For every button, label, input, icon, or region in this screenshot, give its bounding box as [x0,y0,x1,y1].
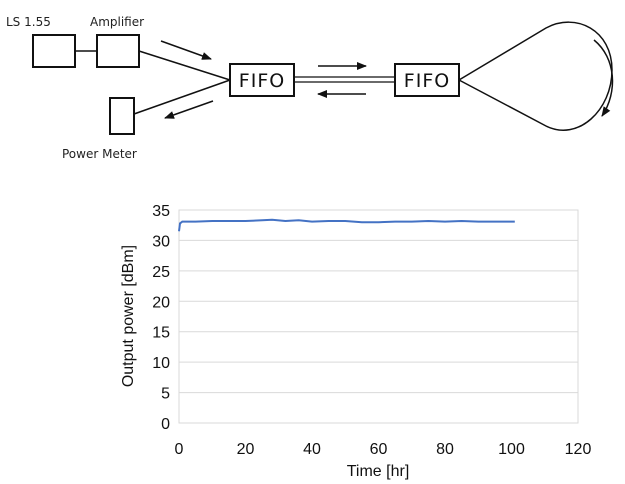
y-tick-label: 10 [152,355,170,372]
gridlines [179,209,578,424]
y-tick-label: 15 [152,325,170,342]
x-tick-label: 100 [498,441,525,458]
x-tick-label: 0 [175,441,184,458]
x-tick-label: 40 [303,441,321,458]
setup-diagram: LS 1.55 Amplifier Power Meter FIFO FIFO [6,15,614,161]
fifo-left-label: FIFO [239,70,285,92]
output-fiber [133,79,231,115]
series-line-output-power [178,218,515,232]
y-tick-label: 20 [152,294,170,311]
y-tick-label: 5 [161,386,170,403]
y-axis-title: Output power [dBm] [120,245,137,387]
x-tick-label: 80 [436,441,454,458]
x-tick-label: 20 [237,441,255,458]
x-tick-label: 120 [565,441,592,458]
amplifier-box [96,34,140,68]
power-meter-box [109,97,135,135]
x-tick-label: 60 [370,441,388,458]
x-tick-labels: 0 20 40 60 80 100 120 [175,441,592,458]
y-tick-label: 25 [152,264,170,281]
fifo-left-box [229,63,295,97]
x-axis-title: Time [hr] [347,463,410,480]
output-arrow [164,100,214,119]
fiber-loop [458,21,613,131]
source-box [32,34,76,68]
y-tick-label: 0 [161,416,170,433]
loop-direction-arrow [593,39,614,117]
amplifier-label: Amplifier [90,15,144,29]
y-tick-label: 30 [152,233,170,250]
input-arrow [160,40,212,60]
fifo-right-label: FIFO [404,70,450,92]
y-tick-labels: 0 5 10 15 20 25 30 35 [152,203,170,433]
y-tick-label: 35 [152,203,170,220]
output-power-chart: 0 20 40 60 80 100 120 0 5 10 15 20 25 30 35 Time [hr]… [120,203,591,480]
plot-area [178,209,579,424]
power-meter-label: Power Meter [62,147,137,161]
input-fiber [138,50,231,81]
source-label: LS 1.55 [6,15,51,29]
